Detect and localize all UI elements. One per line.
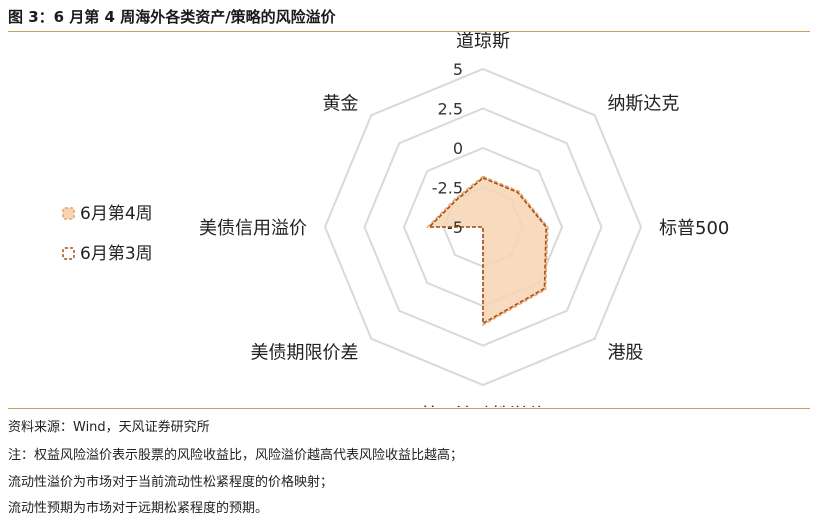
source-note: 资料来源：Wind，天风证券研究所: [8, 420, 210, 435]
r-tick-label: 5: [453, 60, 463, 79]
legend-swatch: [62, 247, 75, 260]
legend-label: 6月第3周: [80, 244, 153, 264]
legend: 6月第4周 6月第3周: [62, 204, 153, 264]
r-tick-label: 0: [453, 139, 463, 158]
r-tick-label: 2.5: [438, 100, 463, 119]
footnote-3: 流动性预期为市场对于远期松紧程度的预期。: [8, 501, 269, 516]
axis-label: 美元流动性溢价: [420, 405, 546, 407]
axis-label: 美债期限价差: [251, 342, 359, 363]
notes-divider: [8, 408, 810, 409]
axis-label: 黄金: [323, 94, 359, 115]
r-tick-label: -2.5: [432, 179, 463, 198]
grid-ring: [323, 67, 643, 387]
axis-label: 道琼斯: [456, 32, 510, 52]
radial-tick-labels: 5 2.5 0 -2.5 -5: [432, 60, 463, 237]
figure-title: 图 3：6 月第 4 周海外各类资产/策略的风险溢价: [8, 8, 336, 26]
grid-ring: [363, 107, 603, 347]
radar-series: [425, 175, 549, 327]
footnote-2: 流动性溢价为市场对于当前流动性松紧程度的价格映射；: [8, 475, 334, 490]
axis-label: 美债信用溢价: [199, 218, 307, 239]
footnote-1: 注：权益风险溢价表示股票的风险收益比，风险溢价越高代表风险收益比越高；: [8, 448, 464, 463]
series-area-week4: [425, 175, 549, 327]
legend-swatch: [62, 207, 75, 220]
title-divider: [8, 31, 810, 32]
axis-label: 纳斯达克: [607, 94, 679, 115]
axis-label: 港股: [607, 342, 643, 363]
legend-label: 6月第4周: [80, 204, 153, 224]
r-tick-label: -5: [447, 218, 463, 237]
axis-label: 标普500: [659, 218, 729, 239]
